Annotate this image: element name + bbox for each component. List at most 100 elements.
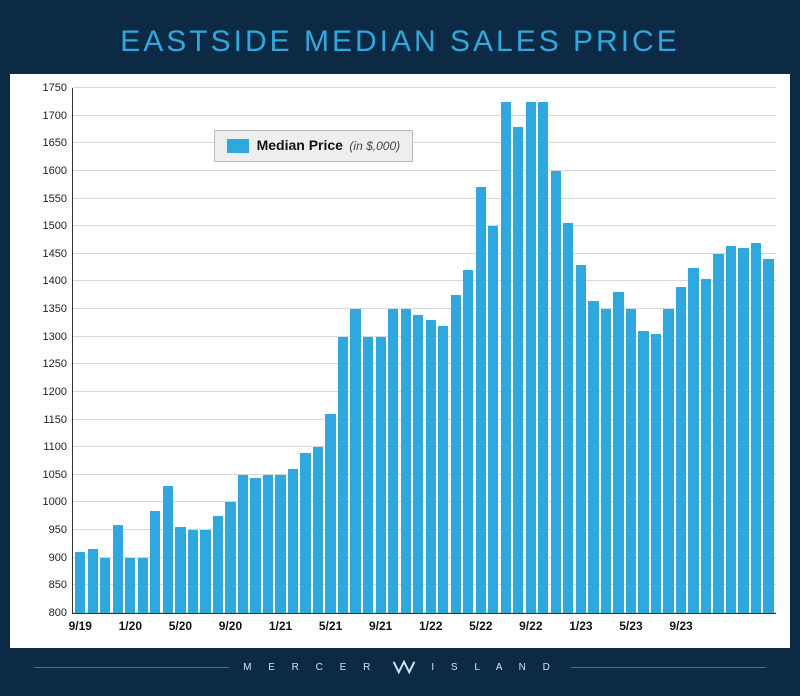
- bar: [100, 558, 110, 613]
- bar-slot: [337, 88, 350, 613]
- footer-line-right: [571, 667, 766, 668]
- bar-slot: [737, 88, 750, 613]
- bar: [601, 309, 611, 613]
- bar: [75, 552, 85, 613]
- bar: [125, 558, 135, 613]
- bar-slot: [437, 88, 450, 613]
- bar-slot: [500, 88, 513, 613]
- bar-slot: [349, 88, 362, 613]
- bar: [388, 309, 398, 613]
- bar-slot: [449, 88, 462, 613]
- y-axis-label: 1450: [43, 248, 73, 260]
- bar-slot: [562, 88, 575, 613]
- bar: [213, 516, 223, 613]
- y-axis-label: 1750: [43, 82, 73, 94]
- x-axis-label: 5/23: [619, 613, 642, 633]
- windermere-logo-icon: [391, 654, 417, 680]
- bar: [551, 171, 561, 613]
- bar: [338, 337, 348, 613]
- bar-slot: 1/22: [424, 88, 437, 613]
- bar: [300, 453, 310, 613]
- bar-slot: 1/23: [575, 88, 588, 613]
- y-axis-label: 1050: [43, 469, 73, 481]
- bar-slot: [587, 88, 600, 613]
- bar: [175, 527, 185, 613]
- bar-slot: 9/20: [224, 88, 237, 613]
- bar: [225, 502, 235, 613]
- y-axis-label: 1400: [43, 275, 73, 287]
- x-axis-label: 9/20: [219, 613, 242, 633]
- bar: [713, 254, 723, 613]
- bars-container: 9/191/205/209/201/215/219/211/225/229/22…: [73, 88, 776, 613]
- bar-slot: [312, 88, 325, 613]
- bar: [463, 270, 473, 613]
- bar-slot: 1/21: [274, 88, 287, 613]
- bar-slot: [462, 88, 475, 613]
- bar-slot: 5/21: [324, 88, 337, 613]
- bar-slot: [399, 88, 412, 613]
- bar: [163, 486, 173, 613]
- bar: [150, 511, 160, 613]
- bar: [438, 326, 448, 613]
- bar-slot: [512, 88, 525, 613]
- x-axis-label: 9/21: [369, 613, 392, 633]
- y-axis-label: 1650: [43, 137, 73, 149]
- bar-slot: [112, 88, 125, 613]
- plot-region: 8008509009501000105011001150120012501300…: [72, 88, 776, 614]
- y-axis-label: 1000: [43, 496, 73, 508]
- bar: [638, 331, 648, 613]
- bar: [363, 337, 373, 613]
- y-axis-label: 1550: [43, 193, 73, 205]
- bar: [676, 287, 686, 613]
- bar: [250, 478, 260, 613]
- y-axis-label: 900: [49, 552, 73, 564]
- bar: [651, 334, 661, 613]
- bar-slot: [700, 88, 713, 613]
- bar-slot: [287, 88, 300, 613]
- bar: [313, 447, 323, 613]
- bar-slot: 5/23: [625, 88, 638, 613]
- bar: [263, 475, 273, 613]
- bar-slot: [387, 88, 400, 613]
- bar: [288, 469, 298, 613]
- bar-slot: [612, 88, 625, 613]
- chart-area: 8008509009501000105011001150120012501300…: [30, 88, 780, 640]
- bar-slot: [299, 88, 312, 613]
- bar-slot: [99, 88, 112, 613]
- bar-slot: [237, 88, 250, 613]
- x-axis-label: 1/22: [419, 613, 442, 633]
- y-axis-label: 1600: [43, 165, 73, 177]
- bar-slot: [187, 88, 200, 613]
- bar: [663, 309, 673, 613]
- bar-slot: [725, 88, 738, 613]
- legend-text: Median Price (in $,000): [257, 137, 401, 155]
- bar: [701, 279, 711, 613]
- x-axis-label: 5/22: [469, 613, 492, 633]
- bar: [751, 243, 761, 613]
- bar: [476, 187, 486, 613]
- bar-slot: 5/22: [475, 88, 488, 613]
- bar-slot: [149, 88, 162, 613]
- y-axis-label: 950: [49, 524, 73, 536]
- bar-slot: [162, 88, 175, 613]
- bar-slot: 9/22: [525, 88, 538, 613]
- bar-slot: [650, 88, 663, 613]
- bar: [451, 295, 461, 613]
- bar-slot: 1/20: [124, 88, 137, 613]
- legend-label: Median Price: [257, 137, 343, 153]
- bar: [563, 223, 573, 613]
- bar-slot: 9/21: [374, 88, 387, 613]
- bar: [576, 265, 586, 613]
- bar-slot: [412, 88, 425, 613]
- x-axis-label: 1/20: [119, 613, 142, 633]
- bar-slot: [87, 88, 100, 613]
- bar: [401, 309, 411, 613]
- bar-slot: [750, 88, 763, 613]
- bar: [238, 475, 248, 613]
- bar: [138, 558, 148, 613]
- footer-text-left: M E R C E R: [243, 662, 377, 673]
- footer-line-left: [34, 667, 229, 668]
- legend: Median Price (in $,000): [214, 130, 414, 162]
- bar: [350, 309, 360, 613]
- bar-slot: 9/19: [74, 88, 87, 613]
